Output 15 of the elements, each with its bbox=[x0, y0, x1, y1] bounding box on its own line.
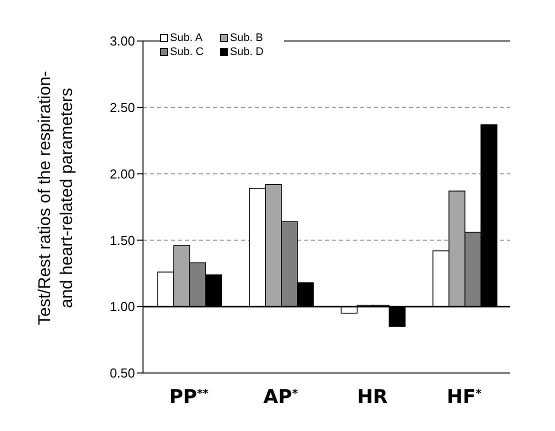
y-tick-label: 3.00 bbox=[110, 34, 135, 49]
y-tick-label: 2.50 bbox=[110, 100, 135, 116]
x-tick-label: AP$^{*}$ bbox=[263, 386, 298, 408]
y-axis-title: Test/Rest ratios of the respiration- and heart-related parameters bbox=[34, 70, 77, 326]
y-tick-label: 1.00 bbox=[110, 299, 135, 314]
x-tick-label: HF$^{*}$ bbox=[446, 386, 482, 408]
legend-label: Sub. C bbox=[170, 46, 204, 58]
x-tick-label: HR bbox=[357, 386, 388, 408]
legend-label: Sub. A bbox=[170, 32, 202, 44]
y-tick-label: 0.50 bbox=[110, 366, 135, 381]
y-tick-label: 2.00 bbox=[110, 166, 135, 182]
legend-label: Sub. D bbox=[230, 46, 264, 58]
x-tick-label: PP$^{**}$ bbox=[169, 386, 209, 408]
legend-label: Sub. B bbox=[230, 32, 264, 44]
y-tick-label: 1.50 bbox=[110, 232, 135, 248]
